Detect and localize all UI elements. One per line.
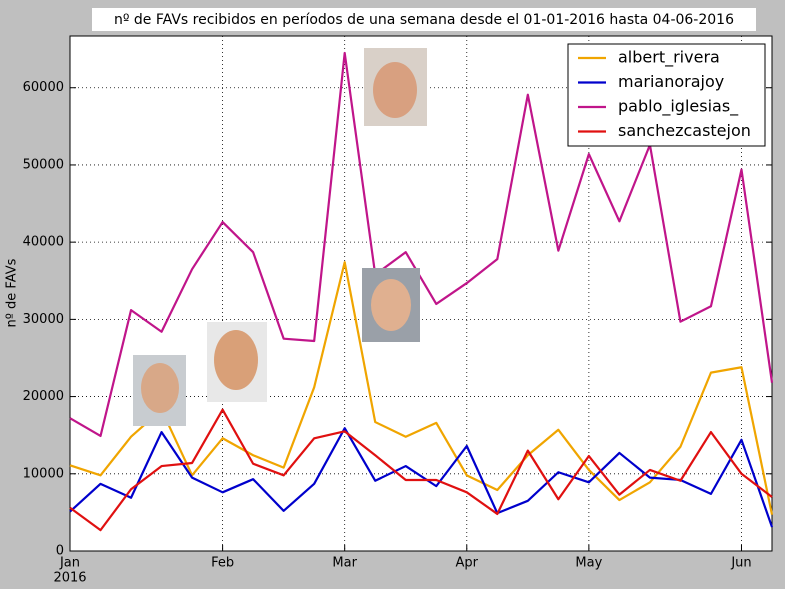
- y-tick-label: 10000: [23, 466, 64, 481]
- y-tick-label: 0: [56, 544, 64, 559]
- series-line: [69, 408, 773, 532]
- y-tick-label: 40000: [23, 235, 64, 250]
- x-year-label: 2016: [53, 571, 86, 586]
- x-tick-label: Jan: [59, 556, 80, 571]
- legend-label: sanchezcastejon: [618, 121, 751, 140]
- x-tick-label: Apr: [456, 556, 479, 571]
- y-tick-label: 20000: [23, 389, 64, 404]
- y-axis-label: nº de FAVs: [5, 258, 20, 327]
- legend: albert_rivera marianorajoy pablo_iglesias_…: [567, 43, 766, 147]
- y-tick-label: 30000: [23, 312, 64, 327]
- photo-face: [373, 62, 417, 118]
- series-line: [69, 427, 774, 528]
- x-tick-label: Jun: [730, 556, 751, 571]
- legend-label: albert_rivera: [618, 48, 720, 68]
- y-tick-label: 60000: [23, 80, 64, 95]
- x-tick-label: May: [575, 556, 602, 571]
- legend-box: [567, 43, 766, 147]
- x-tick-label: Mar: [332, 556, 357, 571]
- grid-layer: [69, 36, 774, 552]
- photos: [133, 48, 427, 426]
- series-line: [69, 51, 774, 438]
- x-tick-label: Feb: [211, 556, 234, 571]
- legend-label: marianorajoy: [618, 72, 724, 91]
- y-tick-label: 50000: [23, 157, 64, 172]
- chart-title: nº de FAVs recibidos en períodos de una …: [114, 12, 734, 28]
- photo-face: [371, 279, 411, 331]
- photo-face: [214, 330, 258, 390]
- title-box: [92, 8, 756, 31]
- photo-face: [141, 363, 179, 413]
- legend-label: pablo_iglesias_: [618, 97, 739, 117]
